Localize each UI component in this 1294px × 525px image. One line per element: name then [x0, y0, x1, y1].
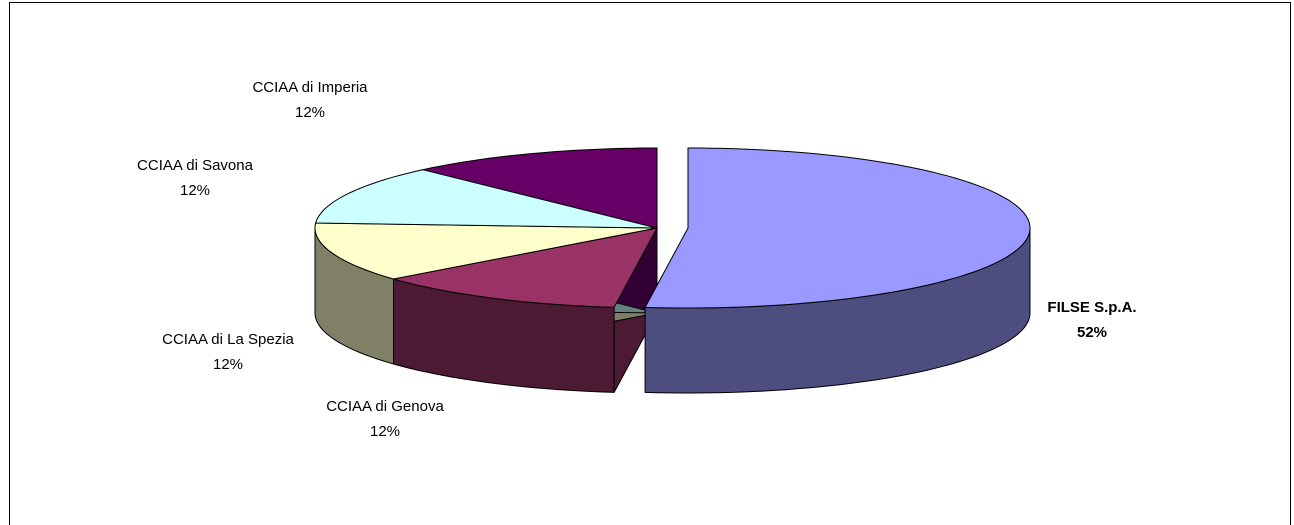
- chart-frame: [9, 2, 1291, 525]
- pie-tops: [314, 147, 1031, 309]
- slice-label: CCIAA di Genova: [326, 398, 444, 415]
- slice-label: CCIAA di Savona: [137, 157, 254, 174]
- slice-value-label: 12%: [180, 182, 210, 199]
- slice: [393, 227, 658, 308]
- slice-value-label: 52%: [1077, 324, 1107, 341]
- slice-label: CCIAA di La Spezia: [162, 331, 294, 348]
- slice: [422, 147, 658, 229]
- slice-value-label: 12%: [213, 356, 243, 373]
- slice: [314, 222, 658, 280]
- slice: [315, 169, 658, 229]
- slice-value-label: 12%: [370, 423, 400, 440]
- slice: [644, 147, 1031, 309]
- slice-value-label: 12%: [295, 104, 325, 121]
- slice-label: FILSE S.p.A.: [1047, 299, 1136, 316]
- slice-label: CCIAA di Imperia: [252, 79, 368, 96]
- labels: FILSE S.p.A. 52% CCIAA di Genova 12% CCIAA d…: [137, 79, 1137, 440]
